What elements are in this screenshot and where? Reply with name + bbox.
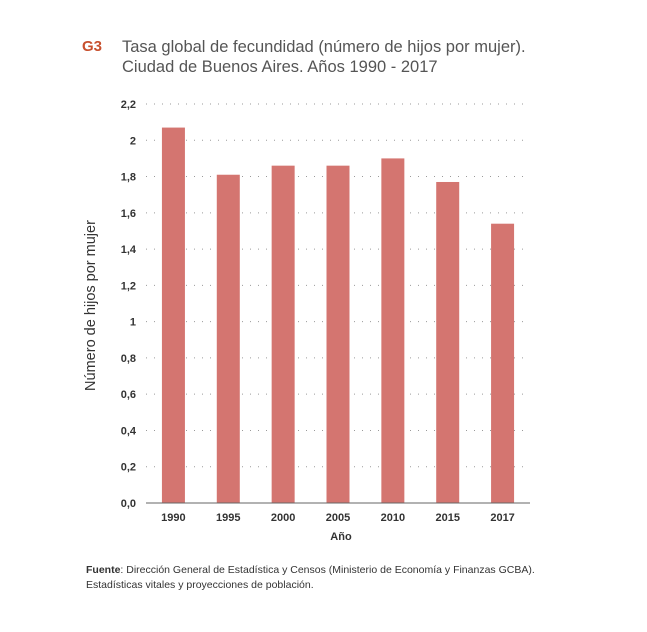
y-tick-label: 0,2 (121, 462, 136, 474)
y-tick-label: 1,2 (121, 280, 136, 292)
figure-label: G3 (82, 38, 103, 55)
source-note: Fuente: Dirección General de Estadística… (86, 563, 535, 593)
bar-2000 (271, 165, 295, 503)
x-axis-label: Año (330, 531, 352, 543)
chart-title-line-1: Tasa global de fecundidad (número de hij… (122, 38, 526, 56)
source-text: : Dirección General de Estadística y Cen… (120, 564, 535, 576)
x-tick-label: 2017 (490, 512, 514, 524)
y-axis-ticks: 0,0 0,2 0,4 0,6 0,8 1 1,2 1,4 1,6 1,8 2 2,2 (121, 99, 137, 510)
x-tick-label: 2015 (435, 512, 459, 524)
bar-2005 (326, 165, 350, 503)
bar-1990 (161, 127, 185, 503)
bar-2015 (436, 181, 460, 503)
chart-title-line-2: Ciudad de Buenos Aires. Años 1990 - 2017 (122, 58, 438, 76)
y-tick-label: 1,4 (121, 244, 137, 256)
bar-2010 (381, 158, 405, 503)
x-tick-label: 2010 (381, 512, 405, 524)
bars (161, 127, 515, 503)
source-text-line-2: Estadísticas vitales y proyecciones de p… (86, 579, 314, 591)
bar-1995 (216, 174, 240, 503)
y-tick-label: 1 (130, 317, 136, 329)
y-tick-label: 2,2 (121, 99, 136, 111)
y-tick-label: 1,6 (121, 208, 136, 220)
y-tick-label: 0,8 (121, 353, 136, 365)
x-axis-ticks: 1990 1995 2000 2005 2010 2015 2017 (161, 512, 515, 524)
x-tick-label: 1995 (216, 512, 240, 524)
y-tick-label: 2 (130, 135, 136, 147)
x-tick-label: 1990 (161, 512, 185, 524)
y-axis-label: Número de hijos por mujer (83, 220, 99, 391)
chart-title: Tasa global de fecundidad (número de hij… (122, 37, 526, 77)
bar-2017 (491, 223, 515, 503)
y-tick-label: 0,0 (121, 498, 136, 510)
y-tick-label: 0,6 (121, 389, 136, 401)
y-tick-label: 1,8 (121, 172, 136, 184)
x-tick-label: 2000 (271, 512, 295, 524)
x-tick-label: 2005 (326, 512, 350, 524)
y-tick-label: 0,4 (121, 425, 137, 437)
source-label: Fuente (86, 564, 121, 576)
